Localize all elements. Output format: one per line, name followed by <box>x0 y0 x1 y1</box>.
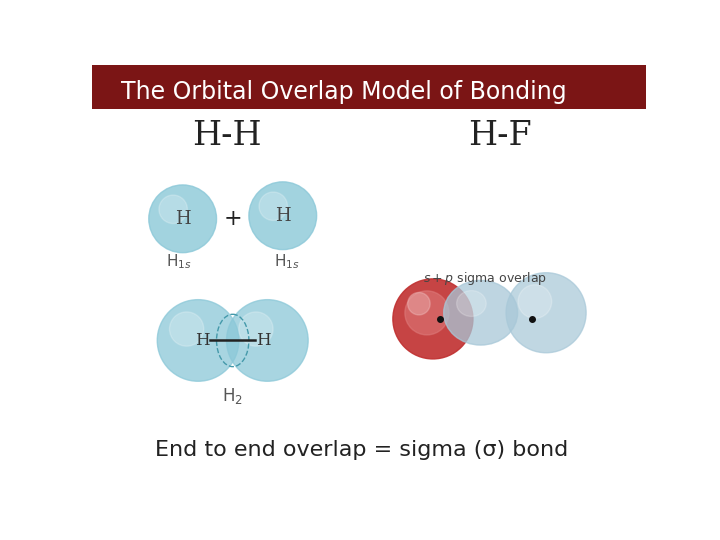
Circle shape <box>227 300 308 381</box>
Circle shape <box>239 312 273 346</box>
Text: H: H <box>194 332 210 349</box>
Circle shape <box>249 182 317 249</box>
Text: H: H <box>256 332 271 349</box>
Circle shape <box>393 279 473 359</box>
Text: $s + p\ \mathrm{sigma\ overlap}$: $s + p\ \mathrm{sigma\ overlap}$ <box>423 271 546 287</box>
Circle shape <box>159 195 187 224</box>
Text: +: + <box>223 208 242 230</box>
Text: $\mathrm{H_{1\mathit{s}}}$: $\mathrm{H_{1\mathit{s}}}$ <box>274 253 300 271</box>
Text: H: H <box>175 210 191 228</box>
Text: $\mathrm{H_{1\mathit{s}}}$: $\mathrm{H_{1\mathit{s}}}$ <box>166 253 192 271</box>
Circle shape <box>157 300 239 381</box>
Bar <box>92 65 647 110</box>
Circle shape <box>506 273 586 353</box>
Text: H-F: H-F <box>468 120 531 152</box>
Circle shape <box>405 291 449 335</box>
Circle shape <box>408 293 430 315</box>
Text: H: H <box>275 207 291 225</box>
Circle shape <box>259 192 287 220</box>
Text: H-H: H-H <box>192 120 261 152</box>
Circle shape <box>149 185 217 253</box>
Text: $\mathrm{H_2}$: $\mathrm{H_2}$ <box>222 386 243 406</box>
Circle shape <box>169 312 204 346</box>
Circle shape <box>518 285 552 319</box>
Text: The Orbital Overlap Model of Bonding: The Orbital Overlap Model of Bonding <box>121 79 567 104</box>
Ellipse shape <box>444 280 518 345</box>
Text: End to end overlap = sigma (σ) bond: End to end overlap = sigma (σ) bond <box>155 440 568 460</box>
Ellipse shape <box>456 291 486 316</box>
